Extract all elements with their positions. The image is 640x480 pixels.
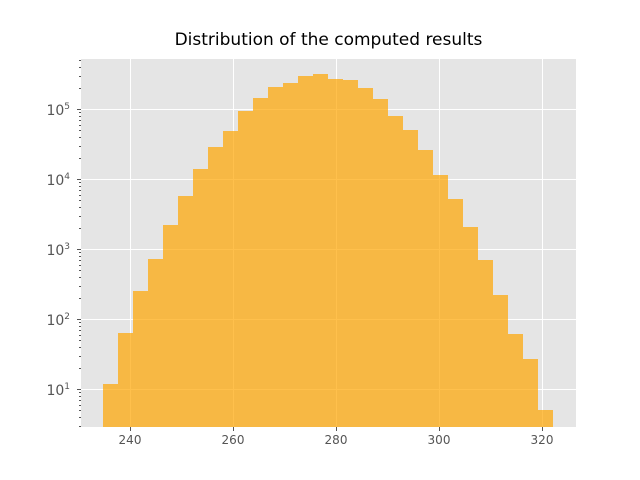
x-tick: [233, 427, 234, 431]
histogram-bar: [178, 196, 193, 427]
histogram-bar: [328, 79, 343, 427]
x-tick: [542, 427, 543, 431]
histogram-bar: [223, 131, 238, 427]
y-minor-tick: [79, 260, 81, 261]
x-gridline: [542, 59, 543, 427]
y-minor-tick: [79, 186, 81, 187]
histogram-bar: [388, 116, 403, 427]
y-minor-tick: [79, 426, 81, 427]
histogram-bar: [523, 359, 538, 427]
histogram-bar: [403, 130, 418, 427]
y-minor-tick: [79, 200, 81, 201]
plot-area: [81, 59, 576, 427]
histogram-bar: [343, 80, 358, 427]
y-minor-tick: [79, 396, 81, 397]
y-minor-tick: [79, 190, 81, 191]
y-minor-tick: [79, 417, 81, 418]
y-minor-tick: [79, 326, 81, 327]
histogram-bar: [283, 83, 298, 427]
histogram-bar: [268, 87, 283, 427]
y-minor-tick: [79, 125, 81, 126]
y-major-tick: [77, 249, 81, 250]
histogram-bar: [193, 169, 208, 427]
y-minor-tick: [79, 405, 81, 406]
y-minor-tick: [79, 158, 81, 159]
histogram-bar: [118, 333, 133, 427]
y-minor-tick: [79, 216, 81, 217]
x-tick-label: 240: [118, 433, 142, 447]
histogram-bar: [148, 259, 163, 427]
histogram-bar: [238, 111, 253, 427]
histogram-bar: [163, 225, 178, 427]
y-major-tick: [77, 319, 81, 320]
y-minor-tick: [79, 60, 81, 61]
histogram-bar: [478, 260, 493, 427]
histogram-bar: [103, 384, 118, 427]
y-minor-tick: [79, 356, 81, 357]
histogram-bar: [358, 88, 373, 427]
y-minor-tick: [79, 322, 81, 323]
chart-title: Distribution of the computed results: [174, 30, 483, 50]
histogram-bar: [373, 99, 388, 427]
y-minor-tick: [79, 112, 81, 113]
histogram-bar: [253, 98, 268, 427]
x-tick: [130, 427, 131, 431]
y-minor-tick: [79, 410, 81, 411]
histogram-bar: [298, 76, 313, 427]
y-major-tick: [77, 109, 81, 110]
y-minor-tick: [79, 207, 81, 208]
x-tick-label: 300: [427, 433, 451, 447]
y-minor-tick: [79, 347, 81, 348]
y-minor-tick: [79, 256, 81, 257]
y-tick-label: 103: [46, 242, 70, 259]
histogram-bar: [208, 147, 223, 427]
histogram-bar: [313, 74, 328, 427]
y-minor-tick: [79, 88, 81, 89]
histogram-bar: [448, 199, 463, 427]
y-minor-tick: [79, 286, 81, 287]
y-minor-tick: [79, 195, 81, 196]
y-minor-tick: [79, 368, 81, 369]
histogram-bar: [133, 291, 148, 427]
histogram-bar: [493, 295, 508, 427]
y-minor-tick: [79, 182, 81, 183]
y-minor-tick: [79, 298, 81, 299]
y-minor-tick: [79, 67, 81, 68]
y-minor-tick: [79, 76, 81, 77]
x-tick-label: 280: [324, 433, 348, 447]
y-major-tick: [77, 389, 81, 390]
histogram-bar: [463, 227, 478, 427]
y-minor-tick: [79, 146, 81, 147]
y-minor-tick: [79, 228, 81, 229]
y-minor-tick: [79, 130, 81, 131]
x-tick: [336, 427, 337, 431]
y-minor-tick: [79, 270, 81, 271]
y-major-tick: [77, 179, 81, 180]
y-minor-tick: [79, 392, 81, 393]
y-tick-label: 104: [46, 172, 70, 189]
y-tick-label: 102: [46, 312, 70, 329]
histogram-bar: [418, 150, 433, 427]
histogram-bar: [433, 175, 448, 427]
y-minor-tick: [79, 335, 81, 336]
x-tick: [439, 427, 440, 431]
x-tick-label: 260: [221, 433, 245, 447]
y-tick-label: 105: [46, 102, 70, 119]
y-minor-tick: [79, 265, 81, 266]
histogram-bar: [538, 410, 553, 427]
y-minor-tick: [79, 330, 81, 331]
y-minor-tick: [79, 400, 81, 401]
x-tick-label: 320: [530, 433, 554, 447]
y-minor-tick: [79, 252, 81, 253]
x-gridline: [130, 59, 131, 427]
y-tick-label: 101: [46, 382, 70, 399]
histogram-bar: [508, 334, 523, 427]
y-minor-tick: [79, 116, 81, 117]
y-minor-tick: [79, 137, 81, 138]
y-minor-tick: [79, 340, 81, 341]
y-minor-tick: [79, 277, 81, 278]
y-minor-tick: [79, 120, 81, 121]
